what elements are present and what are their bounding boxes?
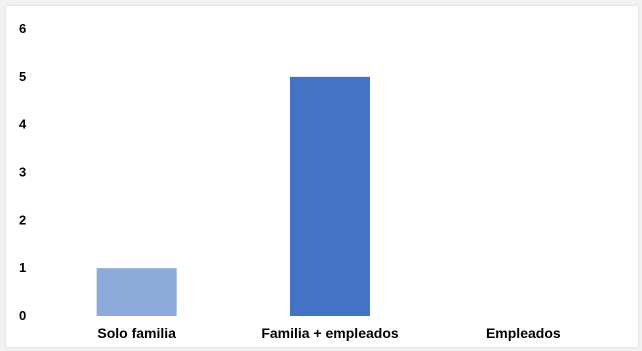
y-tick-label: 5 — [19, 69, 26, 84]
y-tick-label: 2 — [19, 212, 26, 227]
y-tick-label: 6 — [19, 21, 26, 36]
x-category-label: Familia + empleados — [261, 325, 399, 341]
y-tick-label: 3 — [19, 165, 26, 180]
y-tick-label: 0 — [19, 308, 26, 323]
y-axis-ticks: 0 1 2 3 4 5 6 — [19, 21, 27, 323]
x-category-label: Solo familia — [97, 325, 176, 341]
bar — [290, 76, 370, 316]
bars — [96, 76, 370, 316]
bar — [96, 268, 177, 316]
y-tick-label: 4 — [19, 117, 27, 132]
x-axis-labels: Solo familia Familia + empleados Empleados — [97, 325, 561, 341]
x-category-label: Empleados — [486, 325, 561, 341]
y-tick-label: 1 — [19, 260, 26, 275]
